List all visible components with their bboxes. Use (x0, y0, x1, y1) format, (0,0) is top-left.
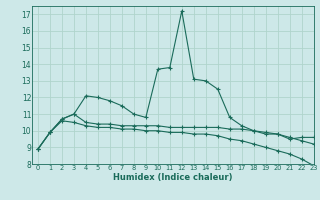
X-axis label: Humidex (Indice chaleur): Humidex (Indice chaleur) (113, 173, 233, 182)
